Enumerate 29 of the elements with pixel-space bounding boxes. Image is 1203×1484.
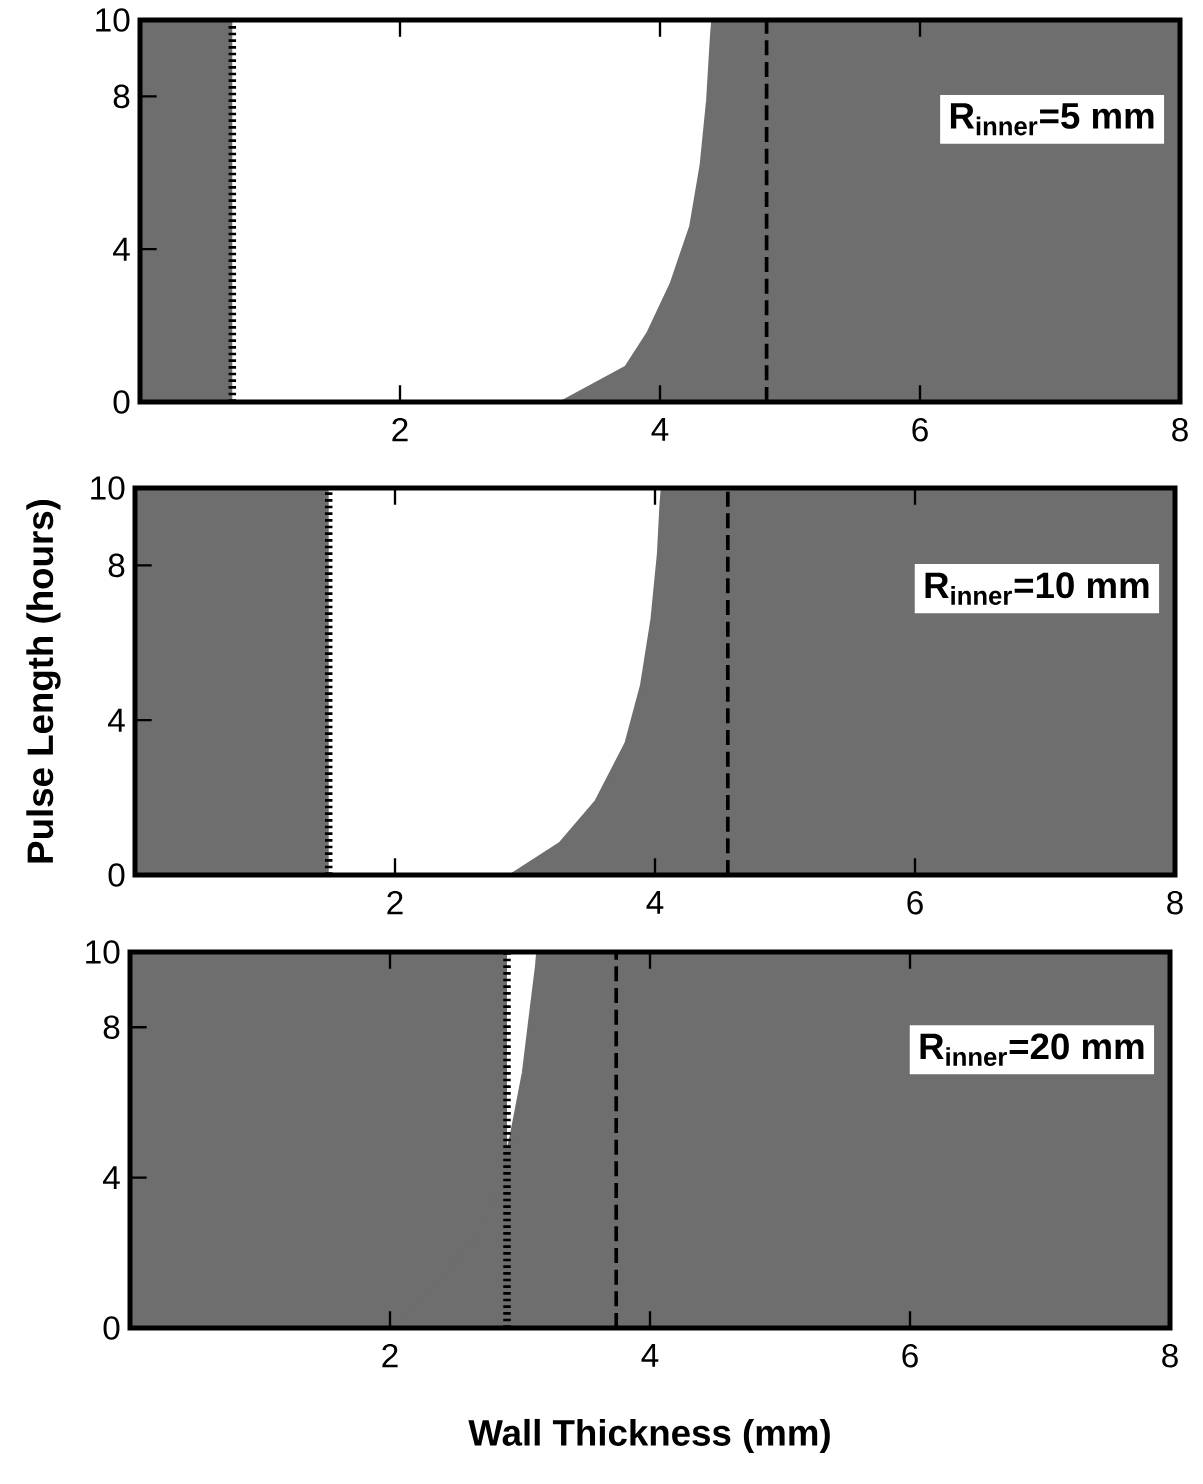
annotation: R$_{inner}$=10 mm [925, 572, 1149, 605]
x-tick-label: 8 [1167, 890, 1183, 915]
x-tick-label: 4 [641, 1343, 659, 1367]
x-tick-label: 2 [382, 1343, 398, 1368]
x-tick-label: 4 [646, 890, 664, 914]
y-tick-label: 4 [113, 237, 130, 261]
y-tick-label: 10 [91, 476, 125, 500]
y-tick-label: 10 [86, 940, 120, 964]
y-tick-label: 4 [108, 708, 125, 732]
y-tick-label: 8 [103, 1015, 120, 1039]
y-axis-title: Pulse Length (hours) [26, 500, 61, 863]
x-tick-label: 8 [1162, 1343, 1178, 1368]
x-tick-label: 6 [912, 417, 928, 442]
x-tick-label: 8 [1172, 417, 1188, 442]
y-tick-label: 10 [96, 8, 130, 32]
y-tick-label: 8 [113, 84, 130, 109]
annotation: R$_{inner}$=5 mm [950, 103, 1154, 136]
annotation: R$_{inner}$=20 mm [920, 1033, 1144, 1067]
y-tick-label: 0 [108, 863, 125, 887]
y-tick-label: 0 [103, 1316, 120, 1340]
x-tick-label: 2 [392, 417, 408, 442]
x-tick-label: 2 [387, 890, 403, 915]
y-tick-label: 8 [108, 553, 125, 578]
x-tick-label: 6 [902, 1343, 918, 1368]
x-tick-label: 4 [651, 417, 669, 441]
y-tick-label: 4 [103, 1166, 120, 1190]
y-tick-label: 0 [113, 390, 130, 414]
x-axis-title: Wall Thickness (mm) [468, 1418, 830, 1454]
x-tick-label: 6 [907, 890, 923, 915]
